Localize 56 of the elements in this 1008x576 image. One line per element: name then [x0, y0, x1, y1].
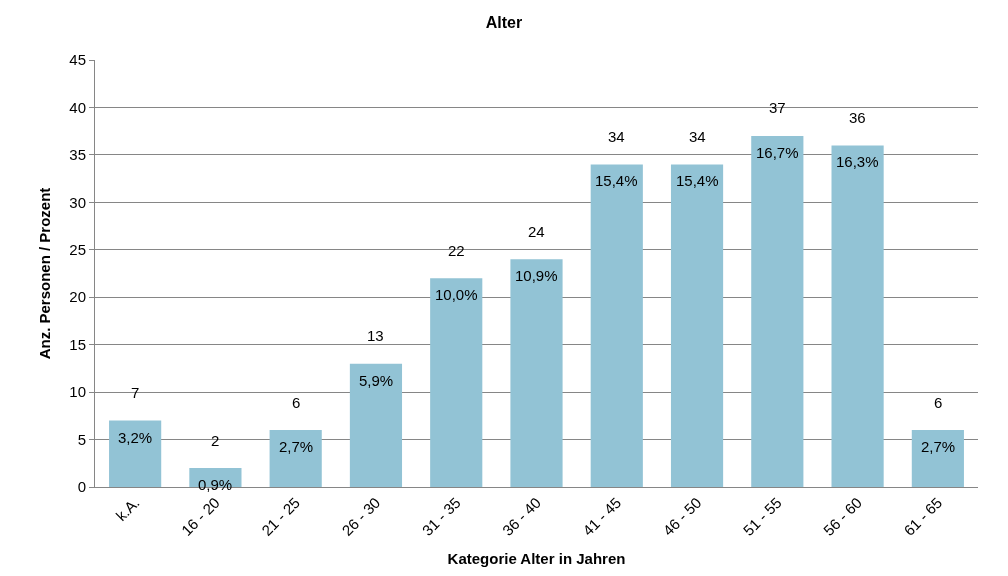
- annotation: 5,9%: [359, 372, 394, 389]
- annotation: 10,9%: [515, 267, 558, 284]
- x-tick-label: 31 - 35: [418, 493, 464, 539]
- bar: [751, 135, 804, 487]
- chart-title: Alter: [485, 14, 523, 32]
- x-axis-title: Kategorie Alter in Jahren: [447, 549, 626, 567]
- x-tick-label: 26 - 30: [338, 493, 384, 539]
- x-tick-label: 16 - 20: [177, 493, 223, 539]
- x-tick-label: 21 - 25: [258, 493, 304, 539]
- data-label: 7: [131, 384, 140, 401]
- data-label: 24: [528, 223, 545, 240]
- annotation: 3,2%: [118, 429, 153, 446]
- annotation: 0,9%: [198, 476, 233, 493]
- annotation: 2,7%: [279, 438, 314, 455]
- y-axis-title: Anz. Personen / Prozent: [35, 187, 53, 360]
- y-tick-label: 25: [69, 241, 86, 259]
- data-label: 37: [769, 99, 786, 116]
- y-tick-label: 5: [77, 430, 86, 448]
- bar: [109, 420, 162, 487]
- y-tick-label: 0: [77, 478, 86, 496]
- x-tick-label: 36 - 40: [498, 493, 544, 539]
- y-tick-label: 35: [69, 146, 86, 164]
- y-tick-label: 15: [69, 335, 86, 353]
- bar: [831, 145, 884, 487]
- data-label: 6: [934, 394, 943, 411]
- y-tick-label: 30: [69, 193, 86, 211]
- data-label: 22: [448, 242, 465, 259]
- x-tick-label: k.A.: [112, 493, 143, 525]
- y-tick-label: 20: [69, 288, 86, 306]
- x-tick-label: 46 - 50: [659, 493, 705, 539]
- bar: [349, 363, 403, 487]
- bar: [510, 259, 563, 487]
- annotation: 16,7%: [756, 144, 799, 161]
- bar: [911, 430, 964, 487]
- y-tick-label: 40: [69, 98, 86, 116]
- x-tick-label: 56 - 60: [819, 493, 866, 539]
- data-label: 36: [849, 109, 866, 126]
- x-tick-label: 61 - 65: [900, 493, 946, 539]
- annotation: 10,0%: [435, 286, 478, 303]
- bar: [670, 164, 724, 487]
- y-tick-label: 10: [69, 383, 86, 401]
- bar: [430, 278, 483, 487]
- x-tick-label: 41 - 45: [579, 493, 625, 539]
- y-tick-label: 45: [69, 51, 86, 69]
- annotation: 16,3%: [836, 153, 879, 170]
- annotation: 15,4%: [676, 172, 719, 189]
- data-label: 6: [292, 394, 301, 411]
- annotation: 15,4%: [595, 172, 638, 189]
- data-label: 34: [689, 128, 706, 145]
- data-label: 13: [367, 327, 384, 344]
- bar: [269, 430, 322, 487]
- data-label: 34: [608, 128, 625, 145]
- x-tick-label: 51 - 55: [739, 493, 785, 539]
- annotation: 2,7%: [921, 438, 956, 455]
- data-label: 2: [211, 432, 220, 449]
- bar: [590, 164, 643, 487]
